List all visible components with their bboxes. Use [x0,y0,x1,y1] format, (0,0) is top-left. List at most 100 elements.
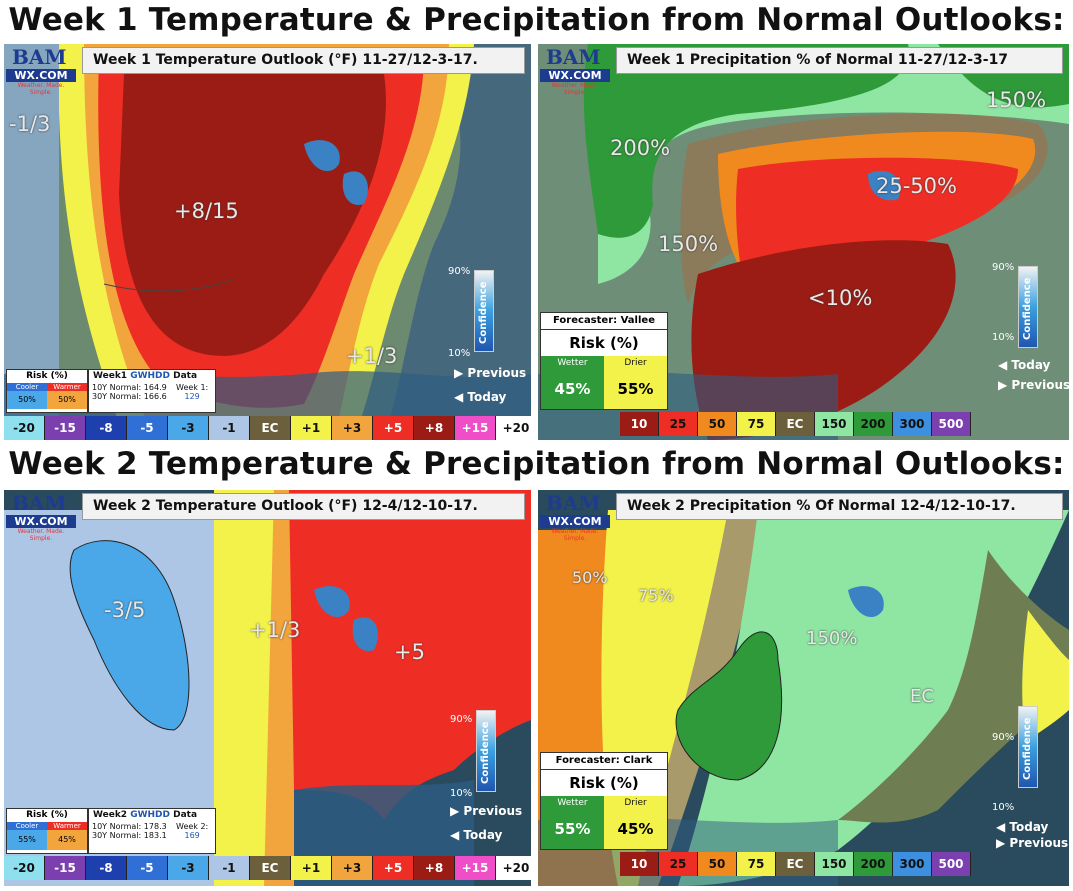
legend-cell: -8 [86,856,127,880]
legend-cell: 200 [854,412,893,436]
risk-box: Forecaster: Clark Risk (%) Wetter Drier … [540,752,668,850]
previous-button[interactable]: ▶ Previous [996,836,1069,850]
risk-cooler-value: 50% [7,391,47,409]
panel-title: Week 1 Temperature Outlook (°F) 11-27/12… [82,47,525,74]
legend-cell: -3 [168,416,209,440]
legend-cell: -20 [4,856,45,880]
week2-temperature-panel: BAM WX.COM Weather. Made. Simple. Week 2… [4,490,531,886]
legend-cell: 300 [893,412,932,436]
legend-cell: 200 [854,852,893,876]
legend-cell: +8 [414,416,455,440]
confidence-bar [474,270,494,352]
today-label: Today [1009,820,1049,834]
previous-button[interactable]: ▶ Previous [450,804,523,818]
legend-cell: 150 [815,412,854,436]
logo-tagline: Weather. Made. Simple. [551,528,599,542]
map-label: -3/5 [104,598,146,622]
legend-cell: 500 [932,852,971,876]
legend-cell: 25 [659,852,698,876]
gwhdd-box: Week1 GWHDD Data 10Y Normal: 164.9 30Y N… [88,369,216,413]
previous-label: Previous [1011,378,1069,392]
confidence-top: 90% [448,266,471,277]
legend-cell: -1 [209,416,250,440]
legend-cell: EC [776,852,815,876]
confidence-word: Confidence [478,281,489,344]
legend-cell: -15 [45,416,86,440]
map-label: EC [910,686,934,707]
logo-tagline: Weather. Made. Simple. [17,528,65,542]
gwhdd-10y: 10Y Normal: 178.3 [92,822,167,831]
risk-warmer-value: 50% [47,391,87,409]
legend-cell: +15 [455,856,496,880]
legend-cell: 150 [815,852,854,876]
forecaster-name: Forecaster: Vallee [541,313,667,330]
gwhdd-week-label: Week 2: [176,822,209,831]
confidence-bottom: 10% [992,332,1015,343]
legend-cell: 10 [620,852,659,876]
today-button[interactable]: ◀ Today [996,820,1049,834]
map-label: +1/3 [249,618,301,642]
risk-wetter: Wetter [541,356,604,370]
temperature-legend: -20 -15 -8 -5 -3 -1 EC +1 +3 +5 +8 +15 +20 [4,856,531,880]
risk-title: Risk (%) [26,371,68,381]
map-label: 200% [610,136,671,160]
risk-cooler: Cooler [7,822,47,830]
gwhdd-week-value: 129 [184,392,200,401]
previous-button[interactable]: ▶ Previous [454,366,527,380]
gwhdd-30y: 30Y Normal: 166.6 [92,392,167,401]
risk-cooler-value: 55% [7,830,47,850]
map-label: 50% [572,568,608,587]
map-label: 25-50% [876,174,957,198]
legend-cell: -3 [168,856,209,880]
today-button[interactable]: ◀ Today [450,828,503,842]
panel-title: Week 1 Precipitation % of Normal 11-27/1… [616,47,1063,74]
legend-cell: 50 [698,412,737,436]
legend-cell: -8 [86,416,127,440]
gwhdd-week-value: 169 [184,831,200,840]
bam-logo: BAM WX.COM Weather. Made. Simple. [6,491,76,542]
week2-precipitation-panel: BAM WX.COM Weather. Made. Simple. Week 2… [538,490,1069,886]
week2-heading: Week 2 Temperature & Precipitation from … [8,446,1065,482]
confidence-top: 90% [450,714,473,725]
logo-wx: WX.COM [6,515,76,528]
map-label: -1/3 [9,112,51,136]
legend-cell: EC [776,412,815,436]
week1-precipitation-panel: BAM WX.COM Weather. Made. Simple. Week 1… [538,44,1069,440]
legend-cell: +5 [373,856,414,880]
today-label: Today [1011,358,1051,372]
legend-cell: -20 [4,416,45,440]
legend-cell: +3 [332,856,373,880]
week1-temperature-panel: BAM WX.COM Weather. Made. Simple. Week 1… [4,44,531,440]
legend-cell: EC [250,416,291,440]
confidence-word: Confidence [1022,277,1033,340]
legend-cell: EC [250,856,291,880]
logo-wx: WX.COM [540,515,610,528]
gwhdd-title: Week2 GWHDD Data [93,810,198,820]
gwhdd-30y: 30Y Normal: 183.1 [92,831,167,840]
panel-title: Week 2 Precipitation % Of Normal 12-4/12… [616,493,1063,520]
today-button[interactable]: ◀ Today [998,358,1051,372]
legend-cell: -5 [127,856,168,880]
previous-label: Previous [467,366,527,380]
risk-drier: Drier [604,356,667,370]
previous-label: Previous [463,804,523,818]
legend-cell: +1 [291,856,332,880]
confidence-bar [476,710,496,792]
gwhdd-title: Week1 GWHDD Data [93,371,198,381]
risk-cooler: Cooler [7,383,47,391]
bam-logo: BAM WX.COM Weather. Made. Simple. [540,45,610,96]
legend-cell: 50 [698,852,737,876]
previous-button[interactable]: ▶ Previous [998,378,1069,392]
logo-wx: WX.COM [6,69,76,82]
map-label: +5 [394,640,425,664]
week2-temperature-map [4,490,531,886]
precipitation-legend: 10 25 50 75 EC 150 200 300 500 [620,412,971,436]
bam-logo: BAM WX.COM Weather. Made. Simple. [540,491,610,542]
risk-drier-value: 55% [604,370,667,409]
logo-letters: BAM [12,45,67,69]
legend-cell: -5 [127,416,168,440]
previous-label: Previous [1009,836,1069,850]
risk-box: Risk (%) Cooler Warmer 55% 45% [6,808,88,854]
gwhdd-week-label: Week 1: [176,383,209,392]
today-button[interactable]: ◀ Today [454,390,507,404]
